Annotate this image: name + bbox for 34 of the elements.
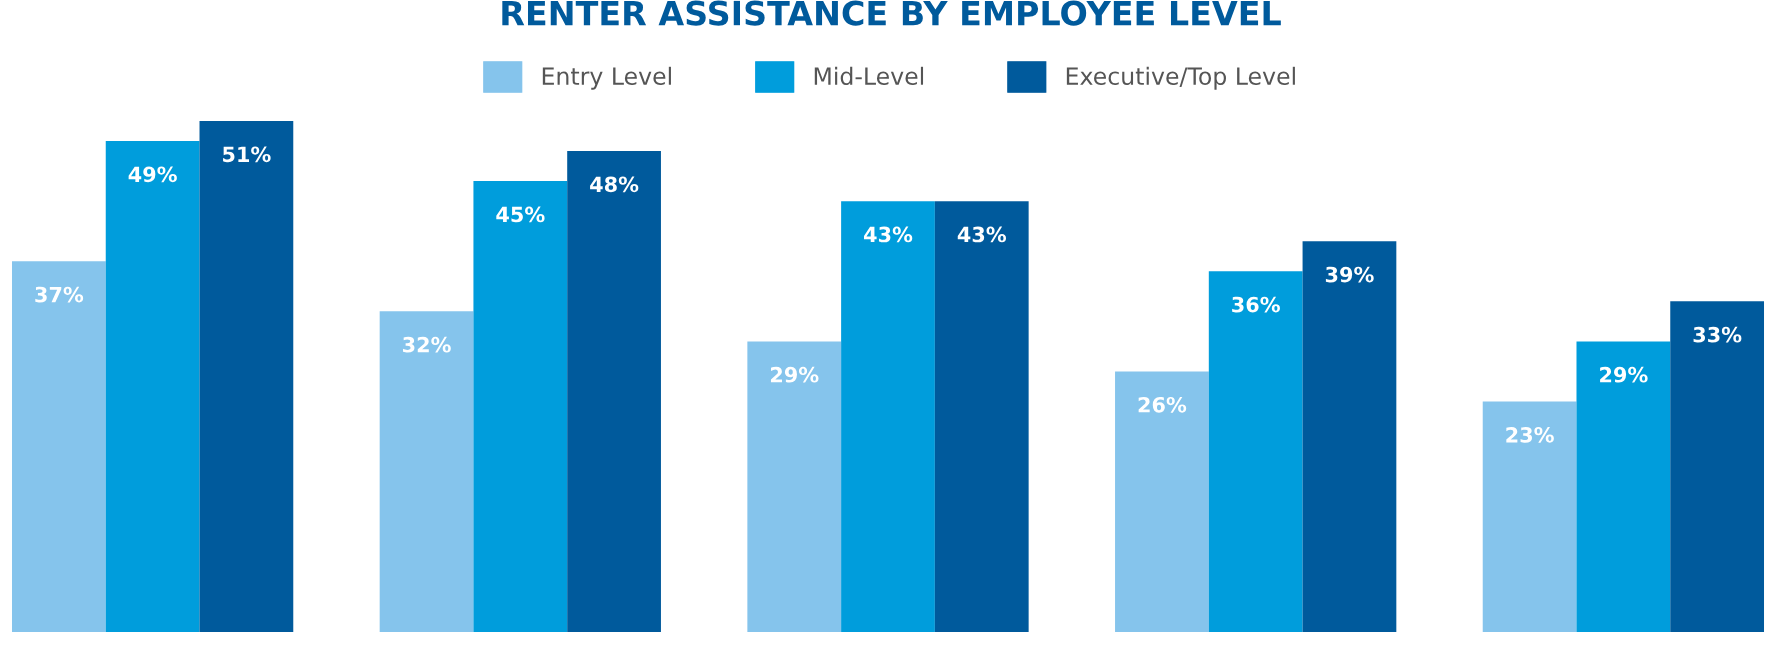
- data-label: 33%: [1693, 326, 1742, 343]
- data-label: 29%: [1600, 366, 1648, 383]
- bar: [1302, 241, 1397, 632]
- bar: [1115, 371, 1209, 632]
- data-label: 39%: [1325, 266, 1374, 283]
- data-label: 37%: [35, 286, 84, 303]
- legend-label: Entry Level: [542, 66, 671, 90]
- bar: [567, 151, 661, 632]
- data-label: 45%: [496, 206, 545, 223]
- bar: [1482, 401, 1577, 632]
- data-label: 23%: [1506, 426, 1554, 443]
- bar: [841, 201, 935, 632]
- data-label: 26%: [1138, 396, 1187, 413]
- bar: [199, 121, 294, 632]
- legend-label: Mid-Level: [814, 66, 924, 86]
- data-label: 49%: [128, 166, 177, 183]
- bar: [1670, 301, 1765, 632]
- data-label: 36%: [1232, 296, 1280, 313]
- bar: [747, 341, 842, 632]
- bar: [379, 311, 474, 632]
- bar: [934, 201, 1029, 632]
- legend-label: Executive/Top Level: [1066, 66, 1295, 90]
- data-label: 32%: [403, 336, 451, 353]
- data-label: 43%: [957, 226, 1007, 243]
- bar: [11, 261, 106, 632]
- bar: [1208, 271, 1303, 632]
- data-label: 43%: [864, 226, 913, 243]
- bar: [105, 141, 200, 632]
- bar: [473, 181, 568, 632]
- data-label: 48%: [590, 176, 639, 193]
- data-label: 51%: [223, 146, 271, 163]
- data-label: 29%: [770, 366, 819, 383]
- chart-title: RENTER ASSISTANCE BY EMPLOYEE LEVEL: [502, 0, 1281, 26]
- bar: [1576, 341, 1671, 632]
